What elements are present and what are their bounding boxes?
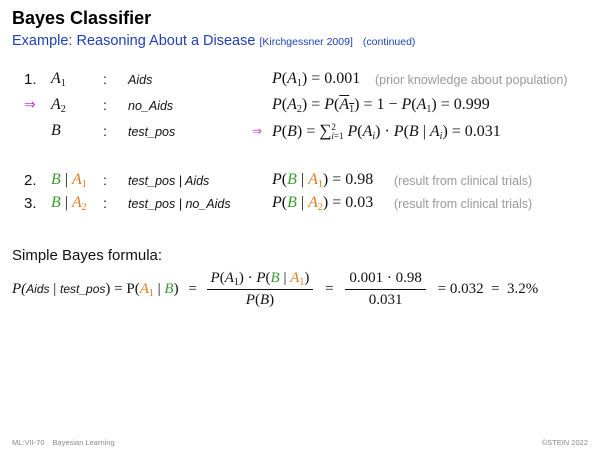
colon: : [103,97,107,113]
implication-arrow: ⇒ [24,96,36,112]
variable-b-given-a1: B | A1 [51,171,87,190]
variable-b: B [51,122,61,139]
colon: : [103,195,107,211]
bayes-lhs: P(Aids | test_pos) = P(A1 | B) [12,281,179,299]
citation: [Kirchgessner 2009] [259,36,353,48]
event-name-test-pos: test_pos [128,125,176,139]
event-name-no-aids: no_Aids [128,99,174,113]
formula-p-b: P(B) = ∑2 i=1 P(Ai) · P(B | Ai) = 0.031 [272,121,501,142]
slide-title: Bayes Classifier [12,8,152,28]
bayes-formula: P(Aids | test_pos) = P(A1 | B) = P(A1) ·… [12,270,538,309]
clinical-trials-note: (result from clinical trials) [394,174,533,188]
bayes-fraction-symbolic: P(A1) · P(B | A1) P(B) [206,270,314,309]
subtitle-text: Example: Reasoning About a Disease [12,33,256,49]
bayes-result: = 0.032 = 3.2% [437,281,539,297]
bayes-fraction-numeric: 0.001 · 0.98 0.031 [345,270,426,309]
clinical-trials-note: (result from clinical trials) [394,197,533,211]
variable-a1: A1 [51,70,66,89]
slide-subtitle: Example: Reasoning About a Disease [Kirc… [12,33,415,49]
formula-p-b-given-a1: P(B | A1) = 0.98 [272,171,374,190]
equals-sign: = [325,281,334,297]
implication-arrow: ⇒ [252,124,263,138]
section-heading: Simple Bayes formula: [12,247,163,264]
colon: : [103,71,107,87]
colon: : [103,172,107,188]
colon: : [103,123,107,139]
item-number-2: 2. [24,172,37,189]
footer-slide-number: ML:VII-70 Bayesian Learning [12,438,115,447]
event-name-aids: Aids [128,73,153,87]
formula-p-a1: P(A1) = 0.001 [272,70,361,89]
formula-p-b-given-a2: P(B | A2) = 0.03 [272,194,374,213]
event-name-testpos-given-no-aids: test_pos | no_Aids [128,197,231,211]
footer-copyright: ©STEIN 2022 [541,438,588,447]
formula-p-a2: P(A2) = P(A1) = 1 − P(A1) = 0.999 [272,96,490,115]
item-number-3: 3. [24,195,37,212]
continued-note: (continued) [362,36,416,48]
equals-sign: = [188,281,197,297]
item-number-1: 1. [24,71,37,88]
prior-knowledge-note: (prior knowledge about population) [375,73,568,87]
event-name-testpos-given-aids: test_pos | Aids [128,174,210,188]
variable-b-given-a2: B | A2 [51,194,87,213]
variable-a2: A2 [51,96,66,115]
